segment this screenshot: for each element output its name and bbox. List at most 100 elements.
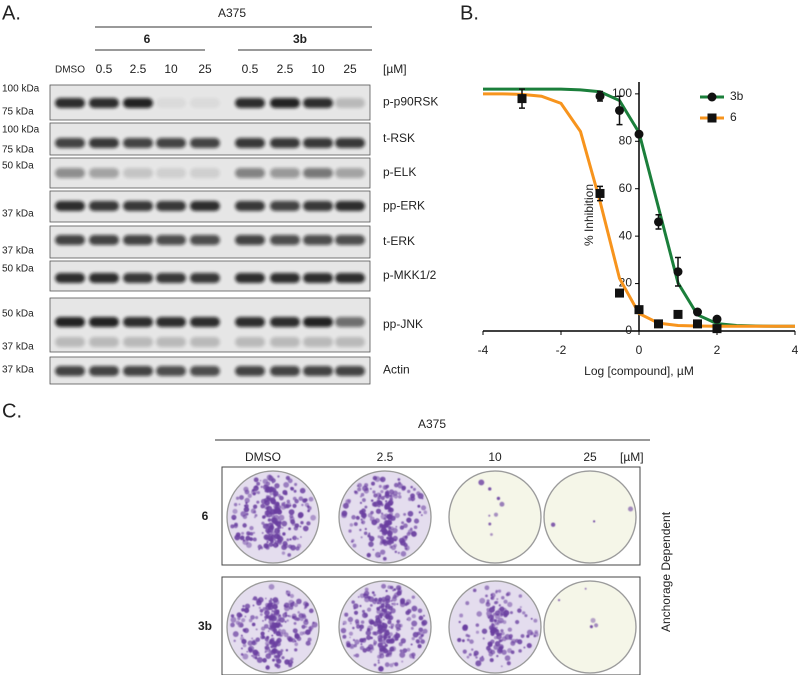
band <box>303 168 333 178</box>
colony <box>269 533 273 538</box>
colony <box>422 628 428 634</box>
colony <box>281 656 285 660</box>
colony <box>494 613 501 620</box>
colony <box>259 608 264 613</box>
band <box>303 273 333 283</box>
colony <box>497 589 502 593</box>
colony <box>385 629 388 632</box>
colony <box>387 585 392 590</box>
colony <box>236 612 242 618</box>
colony <box>384 506 388 510</box>
colony <box>307 506 312 511</box>
colony <box>385 603 391 609</box>
colony <box>363 531 368 536</box>
colony <box>390 645 397 652</box>
colony <box>277 540 283 545</box>
well-rim <box>448 580 542 674</box>
colony <box>497 617 504 624</box>
colony <box>385 589 388 593</box>
colony <box>488 514 491 517</box>
colony <box>462 649 467 654</box>
colony <box>378 620 382 624</box>
colony <box>383 608 388 613</box>
colony <box>362 513 366 516</box>
colony <box>276 501 280 505</box>
colony <box>378 597 383 602</box>
colony <box>265 645 270 650</box>
colony <box>507 648 513 654</box>
colony <box>371 481 375 486</box>
colony <box>284 620 287 623</box>
colony <box>498 604 501 607</box>
band <box>235 168 265 178</box>
colony <box>393 588 397 591</box>
colony <box>475 623 480 627</box>
band <box>303 366 333 376</box>
colony <box>260 626 266 631</box>
colony <box>499 632 502 636</box>
blot-label: p-MKK1/2 <box>383 268 437 282</box>
colony <box>279 624 283 628</box>
colony <box>421 620 425 625</box>
colony <box>299 487 306 494</box>
kda-marker: 37 kDa <box>2 365 34 376</box>
colony <box>488 487 492 491</box>
colony <box>379 541 383 546</box>
colony <box>276 542 279 545</box>
colony <box>407 489 411 494</box>
colony <box>380 648 384 652</box>
colony <box>255 628 258 631</box>
band <box>303 337 333 347</box>
colony <box>240 636 245 641</box>
colony <box>277 615 282 619</box>
colony <box>232 517 236 520</box>
colony <box>263 623 269 629</box>
colony <box>264 615 269 620</box>
colony <box>417 504 421 508</box>
colony <box>273 617 276 620</box>
colony <box>420 514 423 516</box>
y-tick-label: 40 <box>619 228 633 242</box>
colony <box>406 647 411 652</box>
colony <box>397 551 400 554</box>
band <box>123 337 153 347</box>
colony <box>495 626 498 629</box>
colony <box>237 616 241 621</box>
colony <box>360 518 363 521</box>
colony <box>627 506 634 512</box>
colony <box>393 482 399 488</box>
colony <box>504 655 511 661</box>
colony <box>244 497 250 503</box>
lane-label: DMSO <box>55 65 85 76</box>
kda-marker: 37 kDa <box>2 246 34 257</box>
colony <box>382 528 388 535</box>
band <box>156 317 186 327</box>
colony <box>519 606 522 609</box>
colony <box>378 650 384 656</box>
lane-label: 25 <box>343 62 357 76</box>
colony <box>351 515 356 520</box>
colony <box>243 486 249 492</box>
colony <box>288 509 295 515</box>
colony <box>308 496 314 502</box>
colony <box>383 485 388 490</box>
colony <box>251 637 254 640</box>
point <box>615 105 624 115</box>
colony <box>242 514 248 520</box>
colony <box>260 485 263 489</box>
x-tick-label: 0 <box>636 343 643 357</box>
colony <box>285 475 290 481</box>
colony <box>266 643 269 647</box>
colony <box>378 555 381 558</box>
colony <box>255 616 259 620</box>
colony <box>270 498 277 505</box>
colony <box>377 659 380 662</box>
colony <box>387 635 391 639</box>
point <box>693 319 702 329</box>
colony <box>507 601 513 608</box>
colony <box>471 648 474 651</box>
colony <box>366 552 371 558</box>
blot-label: Actin <box>383 363 410 377</box>
colony <box>411 595 416 599</box>
colony <box>256 657 263 664</box>
